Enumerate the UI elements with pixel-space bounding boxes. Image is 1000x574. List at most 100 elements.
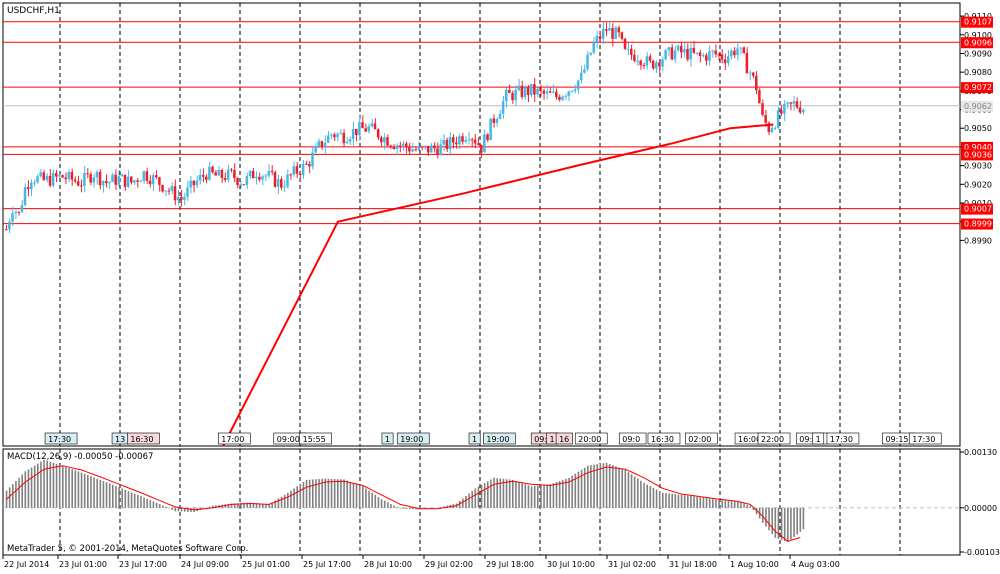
price-tick-label: 0.9020 bbox=[964, 180, 992, 189]
candle-body bbox=[576, 80, 580, 90]
candle-body bbox=[545, 91, 549, 94]
candle-body bbox=[376, 129, 380, 138]
session-box bbox=[826, 432, 860, 445]
candle-body bbox=[223, 178, 227, 180]
candle-body bbox=[464, 139, 467, 142]
candle-body bbox=[61, 175, 64, 178]
session-label: 16:30 bbox=[130, 435, 153, 444]
main-plot-frame bbox=[2, 2, 961, 447]
candle-body bbox=[626, 48, 630, 50]
candle-body bbox=[276, 179, 280, 187]
moving-average bbox=[222, 123, 774, 447]
session-box bbox=[555, 432, 573, 445]
candle-body bbox=[301, 163, 305, 175]
candle-body bbox=[289, 174, 292, 176]
time-tick-label: 25 Jul 17:00 bbox=[303, 560, 351, 569]
candle-body bbox=[573, 89, 577, 92]
candle-body bbox=[564, 95, 567, 97]
session-box bbox=[217, 432, 251, 445]
candle-body bbox=[342, 132, 346, 144]
candle-body bbox=[236, 178, 239, 185]
candle-body bbox=[151, 175, 155, 185]
candle-body bbox=[583, 69, 586, 73]
candle-body bbox=[517, 85, 521, 90]
candle-body bbox=[780, 110, 783, 114]
candle-body bbox=[595, 36, 599, 43]
candle-body bbox=[401, 143, 405, 146]
time-tick-label: 30 Jul 10:00 bbox=[547, 560, 595, 569]
candle-body bbox=[489, 118, 492, 141]
level-tag bbox=[961, 16, 993, 28]
candle-body bbox=[445, 139, 449, 150]
time-tick-label: 31 Jul 18:00 bbox=[669, 560, 717, 569]
candle-body bbox=[558, 96, 561, 100]
candle-body bbox=[20, 205, 24, 212]
session-label: 19:00 bbox=[400, 435, 423, 444]
candle-body bbox=[326, 135, 330, 143]
candle-body bbox=[105, 180, 108, 184]
session-box bbox=[812, 432, 825, 445]
session-label: 22:00 bbox=[761, 435, 784, 444]
candle-body bbox=[39, 172, 42, 177]
candle-body bbox=[711, 50, 714, 52]
macd-tick-label: 0.00130 bbox=[964, 448, 997, 457]
price-tick-label: 0.9030 bbox=[964, 162, 992, 171]
candle-body bbox=[292, 166, 296, 175]
level-tag-label: 0.9036 bbox=[964, 150, 992, 159]
session-label: 1 bbox=[385, 435, 390, 444]
session-labels: 17:30 13 16:30 17:00 09:00 15:55 1 19:00 1 19:00 0… bbox=[44, 432, 942, 445]
candle-body bbox=[623, 38, 627, 49]
session-label: 13 bbox=[115, 435, 125, 444]
candle-body bbox=[451, 137, 455, 143]
candle-body bbox=[45, 175, 49, 180]
candle-body bbox=[542, 90, 546, 94]
candle-body bbox=[339, 132, 342, 134]
candle-body bbox=[245, 176, 249, 185]
candle-body bbox=[295, 166, 299, 174]
session-box bbox=[381, 432, 394, 445]
candle-body bbox=[601, 29, 605, 39]
candle-body bbox=[430, 145, 433, 153]
candle-body bbox=[773, 127, 777, 129]
symbol-label: USDCHF,H1 bbox=[7, 6, 60, 16]
candle-body bbox=[389, 145, 392, 147]
time-tick-label: 1 Aug 10:00 bbox=[730, 560, 779, 569]
candle-body bbox=[311, 152, 314, 167]
candle-body bbox=[345, 141, 349, 144]
candle-body bbox=[248, 170, 252, 177]
price-tick-label: 0.9050 bbox=[964, 124, 992, 133]
candle-body bbox=[592, 42, 596, 53]
candle-body bbox=[367, 126, 371, 132]
candle-body bbox=[580, 72, 583, 81]
time-tick-label: 29 Jul 02:00 bbox=[425, 560, 473, 569]
candle-body bbox=[417, 146, 421, 150]
candle-body bbox=[614, 27, 617, 39]
candle-body bbox=[251, 170, 255, 179]
candle-body bbox=[611, 27, 614, 39]
candle-body bbox=[23, 187, 27, 206]
candle-body bbox=[183, 196, 186, 200]
candle-body bbox=[433, 145, 436, 149]
candle-body bbox=[167, 190, 171, 192]
candle-body bbox=[736, 48, 739, 56]
candle-body bbox=[530, 84, 533, 96]
candle-body bbox=[142, 171, 146, 181]
candle-body bbox=[498, 113, 502, 119]
session-box bbox=[483, 432, 516, 445]
candle-body bbox=[255, 176, 258, 179]
candle-body bbox=[536, 88, 539, 95]
session-box bbox=[908, 432, 942, 445]
candle-body bbox=[492, 118, 496, 123]
candle-body bbox=[264, 175, 267, 177]
price-axis: 0.91100.91000.90900.90800.90700.90600.90… bbox=[960, 12, 993, 245]
session-box bbox=[574, 432, 608, 445]
level-tag bbox=[961, 203, 993, 215]
candle-body bbox=[155, 175, 158, 178]
candle-body bbox=[423, 145, 427, 147]
session-label: 09:15 bbox=[885, 435, 908, 444]
current-price-tag bbox=[961, 100, 993, 112]
time-tick-label: 28 Jul 10:00 bbox=[364, 560, 412, 569]
session-label: 09:0 bbox=[622, 435, 640, 444]
candle-body bbox=[651, 60, 655, 69]
session-box bbox=[44, 432, 78, 445]
